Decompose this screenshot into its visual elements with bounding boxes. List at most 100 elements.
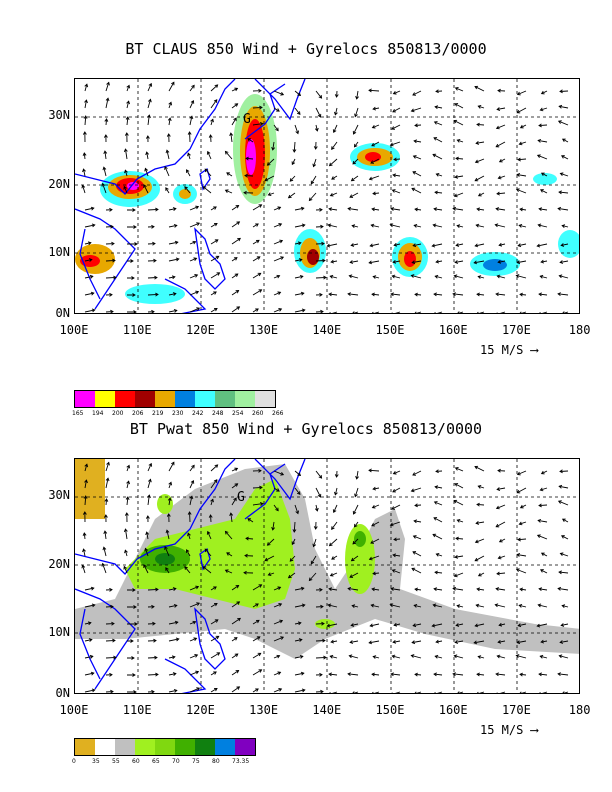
wind-vector xyxy=(204,548,212,557)
wind-vector-head xyxy=(148,462,153,467)
wind-vector xyxy=(105,640,116,642)
wind-vector xyxy=(168,588,176,591)
wind-vector-head xyxy=(233,117,237,122)
wind-vector xyxy=(415,208,422,211)
wind-vector xyxy=(126,481,130,489)
wind-vector-head xyxy=(171,655,176,660)
wind-vector-head xyxy=(321,621,325,626)
wind-vector xyxy=(225,189,233,194)
wind-vector xyxy=(189,206,199,211)
wind-vector xyxy=(288,192,296,199)
wind-vector xyxy=(189,480,194,489)
wind-vector-head xyxy=(206,530,211,535)
wind-vector xyxy=(412,90,422,96)
wind-vector-head xyxy=(247,518,252,522)
wind-vector-head xyxy=(498,242,503,247)
wind-vector xyxy=(102,563,107,574)
wind-vector xyxy=(434,293,443,296)
wind-vector xyxy=(189,257,197,262)
wind-vector-head xyxy=(278,688,283,692)
wind-vector-head xyxy=(233,257,238,261)
wind-vector-head xyxy=(278,603,283,607)
wind-vector xyxy=(82,565,86,574)
colorbar-label: 55 xyxy=(112,758,120,765)
wind-vector-head xyxy=(392,90,397,95)
wind-vector xyxy=(105,118,108,126)
wind-vector xyxy=(105,276,117,279)
wind-vector-head xyxy=(154,275,158,280)
wind-vector-head xyxy=(411,260,416,265)
wind-vector-head xyxy=(497,639,502,644)
wind-vector xyxy=(231,273,239,279)
wind-vector xyxy=(144,548,149,557)
wind-vector-head xyxy=(289,558,294,562)
wind-vector-head xyxy=(390,292,394,297)
wind-vector-head xyxy=(145,135,150,139)
wind-vector-head xyxy=(174,620,179,625)
wind-vector-head xyxy=(236,686,241,690)
wind-vector-head xyxy=(372,571,376,576)
wind-vector xyxy=(455,537,464,540)
wind-vector xyxy=(147,115,150,126)
wind-vector xyxy=(373,656,380,659)
wind-vector-head xyxy=(317,113,322,118)
wind-vector-head xyxy=(313,526,318,530)
wind-vector-head xyxy=(103,150,108,155)
wind-vector xyxy=(207,531,212,540)
wind-vector-head xyxy=(155,292,159,297)
wind-vector-head xyxy=(323,275,327,280)
y-label: 20N xyxy=(48,557,70,571)
wind-vector-head xyxy=(171,81,175,86)
wind-vector-head xyxy=(496,487,501,491)
wind-vector-head xyxy=(412,92,416,96)
wind-vector-head xyxy=(320,689,324,693)
wind-vector xyxy=(84,495,87,506)
wind-vector xyxy=(165,567,170,574)
wind-vector-head xyxy=(368,556,373,561)
wind-vector-head xyxy=(318,475,323,479)
wind-vector-head xyxy=(454,87,459,91)
wind-vector-head xyxy=(326,623,331,628)
wind-vector xyxy=(105,656,117,659)
wind-vector xyxy=(83,152,86,160)
wind-vector-head xyxy=(560,535,565,539)
wind-vector xyxy=(412,260,422,264)
wind-vector xyxy=(315,487,321,498)
wind-vector xyxy=(252,688,259,693)
wind-vector-head xyxy=(213,307,218,312)
wind-vector xyxy=(231,290,239,296)
wind-vector xyxy=(210,308,218,313)
wind-vector xyxy=(168,224,177,228)
wind-vector-head xyxy=(353,523,358,528)
wind-vector xyxy=(538,124,548,127)
wind-vector-head xyxy=(371,587,376,592)
wind-vector-head xyxy=(391,312,393,313)
wind-vector-head xyxy=(257,272,262,277)
wind-vector xyxy=(559,571,569,574)
wind-vector-head xyxy=(147,98,152,103)
wind-vector-head xyxy=(348,654,353,659)
wind-vector xyxy=(329,538,338,547)
wind-vector xyxy=(414,224,422,228)
wind-vector-head xyxy=(433,587,438,592)
wind-vector xyxy=(371,141,380,147)
wind-vector xyxy=(231,637,238,642)
x-label: 120E xyxy=(185,703,215,717)
wind-vector-head xyxy=(392,639,397,644)
wind-vector xyxy=(264,555,275,561)
wind-vector-head xyxy=(328,587,333,592)
wind-vector xyxy=(413,155,422,160)
wind-vector xyxy=(330,192,338,197)
wind-vector-head xyxy=(166,513,171,517)
wind-vector xyxy=(231,483,238,489)
wind-vector xyxy=(267,538,275,546)
wind-vector xyxy=(455,640,464,643)
wind-vector-head xyxy=(432,153,437,158)
wind-vector-head xyxy=(355,95,359,100)
wind-vector xyxy=(517,90,527,95)
wind-vector-head xyxy=(299,654,304,659)
wind-vector xyxy=(210,671,217,676)
wind-vector-head xyxy=(264,177,269,182)
wind-vector xyxy=(394,243,401,246)
wind-vector-head xyxy=(354,113,358,118)
